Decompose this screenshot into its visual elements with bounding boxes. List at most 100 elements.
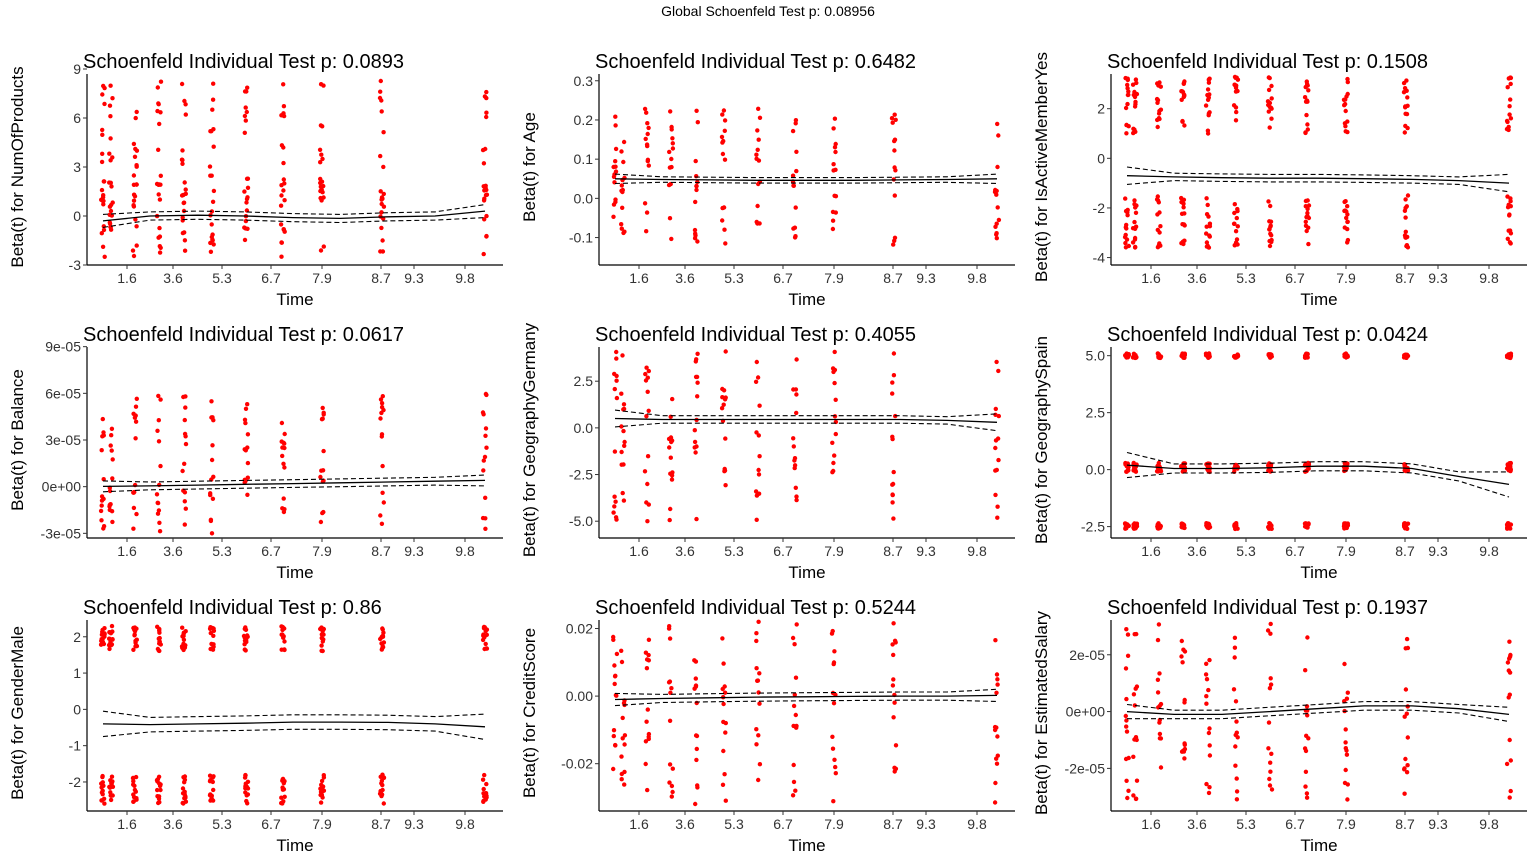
data-point [1506,76,1511,81]
data-point [1203,672,1209,677]
data-point [792,642,797,647]
data-point [1507,240,1513,245]
x-tick-label: 1.6 [1141,543,1161,559]
data-point [101,224,107,229]
x-axis-label: Time [276,563,313,582]
data-point [1130,226,1136,231]
data-point [613,742,618,748]
x-tick-label: 9.8 [1479,270,1499,286]
data-point [379,778,385,783]
data-point [100,773,105,779]
data-point [1204,240,1210,245]
data-point [1179,211,1185,216]
data-point [156,102,161,107]
y-tick-label: 0 [73,701,81,717]
data-point [155,511,161,516]
x-tick-label: 9.3 [404,816,424,832]
data-point [100,636,105,642]
data-point [134,796,139,801]
data-point [1179,241,1184,246]
data-point [1508,788,1513,794]
data-point [321,410,326,415]
data-point [692,428,697,433]
data-point [1126,755,1131,761]
data-point [282,441,287,446]
data-point [183,405,188,410]
data-point [211,188,217,194]
data-point [1232,202,1237,207]
data-point [179,81,185,87]
confidence-upper [1126,701,1510,711]
data-point [642,106,648,112]
data-point [1402,714,1407,719]
data-point [108,227,114,232]
data-point [723,483,728,488]
data-point [245,85,250,90]
data-point [109,433,114,438]
data-point [1306,241,1311,247]
data-point [754,666,759,671]
data-point [157,635,162,641]
data-point [794,392,799,397]
data-point [1343,108,1348,114]
confidence-lower [614,422,998,432]
data-point [1403,111,1408,117]
data-point [108,202,114,208]
data-point [319,152,324,157]
data-point [1265,99,1271,104]
data-point [484,445,489,450]
data-point [99,159,105,165]
data-point [721,108,727,113]
data-point [242,189,247,194]
data-point [722,468,728,473]
data-point [244,200,249,205]
data-point [1125,467,1131,473]
data-point [757,762,763,767]
data-point [484,213,489,219]
data-point [110,457,115,462]
data-point [1180,521,1185,527]
data-point [890,436,895,442]
data-point [1233,744,1238,749]
x-axis-label: Time [788,563,825,582]
data-point [1344,465,1349,471]
data-point [1402,766,1407,771]
data-point [1303,130,1308,136]
data-point [132,194,138,199]
data-point [721,205,727,210]
data-point [666,680,672,685]
data-point [1205,87,1211,92]
data-point [101,202,106,207]
data-point [158,787,163,793]
data-point [183,795,188,800]
data-point [1506,202,1511,207]
data-point [613,146,619,152]
data-point [720,140,725,145]
data-point [1123,666,1129,671]
data-point [721,748,726,754]
y-axis-label: Beta(t) for GeographyGermany [520,322,539,557]
data-point [209,457,215,463]
x-tick-label: 8.7 [371,816,391,832]
data-point [792,692,797,697]
data-point [481,412,486,417]
data-point [693,801,698,807]
data-point [668,181,673,187]
data-point [109,213,115,218]
data-point [693,158,698,164]
x-tick-label: 1.6 [629,543,649,559]
data-point [1345,76,1350,82]
data-point [723,436,728,441]
data-point [1232,210,1237,216]
data-point [667,149,672,155]
data-point [756,158,762,163]
x-tick-label: 5.3 [212,543,232,559]
data-point [381,801,386,806]
data-point [1132,127,1137,132]
data-point [132,629,138,634]
data-point [667,624,672,629]
data-point [719,406,725,411]
data-point [1268,203,1273,209]
data-point [1267,521,1272,526]
data-point [720,218,725,223]
